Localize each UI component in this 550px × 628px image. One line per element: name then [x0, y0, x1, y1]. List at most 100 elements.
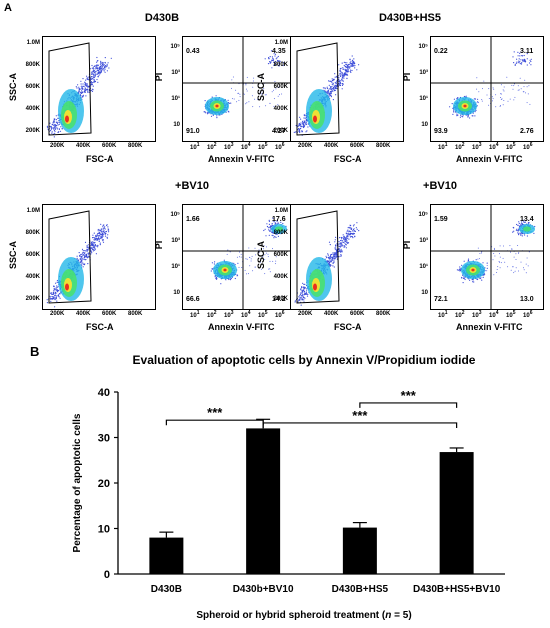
tick-base: 10 [241, 145, 248, 151]
y-tick-label: 40 [98, 387, 110, 399]
tick-exponent: 2 [461, 310, 465, 316]
plot-title: +BV10 [175, 180, 209, 192]
tick-exponent: 5 [512, 142, 516, 148]
x-tick-label: 800K [376, 311, 391, 317]
tick-exponent: 3 [478, 142, 482, 148]
tick-base: 10 [455, 145, 462, 151]
annexin-pi-density [183, 205, 295, 309]
x-tick-label: 600K [102, 143, 117, 149]
y-tick-label: 10¹ [171, 96, 180, 102]
tick-base: 10 [438, 145, 445, 151]
x-tick-label: 104 [489, 310, 498, 319]
tick-base: 10 [224, 313, 231, 319]
y-tick-label: 200K [25, 296, 40, 302]
y-tick-label: 600K [25, 252, 40, 258]
fsc-ssc-density [294, 210, 360, 306]
y-tick-label: 1.0M [26, 40, 40, 46]
fsc-ssc-density [46, 42, 112, 138]
x-axis-label-part: Spheroid or hybrid spheroid treatment ( [196, 610, 386, 621]
plot-title: +BV10 [423, 180, 457, 192]
annexin-pi-plot [430, 204, 544, 310]
x-axis-label-n: n [385, 610, 391, 621]
y-axis-label: Percentage of apoptotic cells [72, 413, 83, 552]
y-tick-label: 1.0M [274, 208, 288, 214]
x-axis-label-part: = 5) [391, 610, 411, 621]
y-tick-label: 10³ [171, 70, 180, 76]
y-tick-label: 10 [98, 524, 110, 536]
tick-base: 10 [455, 313, 462, 319]
y-tick-label: 10 [173, 122, 180, 128]
y-tick-label: 10¹ [419, 264, 428, 270]
fsc-ssc-density [293, 42, 360, 136]
quadrant-upper-left-value: 0.22 [434, 48, 448, 55]
significance-label: *** [352, 408, 368, 423]
chart-title: Evaluation of apoptotic cells by Annexin… [133, 353, 476, 367]
apoptosis-bar-chart: Evaluation of apoptotic cells by Annexin… [72, 353, 505, 621]
x-tick-label: 800K [128, 143, 143, 149]
tick-base: 10 [258, 145, 265, 151]
x-axis-label: FSC-A [334, 154, 362, 164]
tick-exponent: 3 [478, 310, 482, 316]
tick-base: 10 [472, 145, 479, 151]
tick-exponent: 5 [512, 310, 516, 316]
tick-base: 10 [241, 313, 248, 319]
plot-title: D430B [144, 12, 180, 24]
y-tick-label: 10³ [171, 238, 180, 244]
x-tick-label: 101 [438, 310, 447, 319]
tick-exponent: 3 [230, 310, 234, 316]
tick-base: 10 [275, 145, 282, 151]
tick-base: 10 [489, 145, 496, 151]
tick-base: 10 [207, 145, 214, 151]
tick-base: 10 [190, 313, 197, 319]
tick-exponent: 6 [529, 310, 533, 316]
y-axis-label: PI [154, 72, 164, 82]
x-tick-label: 200K [298, 143, 313, 149]
y-tick-label: 600K [273, 252, 288, 258]
tick-base: 10 [258, 313, 265, 319]
x-axis-label: FSC-A [86, 322, 114, 332]
x-tick-label: 103 [472, 310, 481, 319]
x-tick-label: 200K [50, 311, 65, 317]
quadrant-upper-left-value: 1.66 [186, 216, 200, 223]
x-tick-label: 800K [128, 311, 143, 317]
y-tick-label: 10 [173, 290, 180, 296]
fsc-ssc-scatter-plot [290, 204, 404, 310]
x-tick-label: 106 [275, 310, 284, 319]
tick-base: 10 [190, 145, 197, 151]
y-axis-label: PI [402, 240, 412, 250]
x-axis-label: Annexin V-FITC [208, 322, 275, 332]
y-tick-label: 400K [25, 274, 40, 280]
quadrant-upper-left-value: 1.59 [434, 216, 448, 223]
x-tick-label: 101 [190, 142, 199, 151]
tick-base: 10 [506, 145, 513, 151]
tick-exponent: 4 [495, 310, 499, 316]
x-tick-label: 102 [455, 142, 464, 151]
y-tick-label: 10³ [419, 70, 428, 76]
y-axis-label: PI [402, 72, 412, 82]
annexin-pi-density [183, 37, 295, 141]
fsc-ssc-scatter-plot [290, 36, 404, 142]
y-tick-label: 10¹ [419, 96, 428, 102]
x-axis-label: Annexin V-FITC [456, 322, 523, 332]
y-axis-label: SSC-A [256, 241, 266, 270]
y-tick-label: 10⁵ [418, 44, 429, 50]
x-tick-label: 106 [523, 142, 532, 151]
x-axis-label: FSC-A [86, 154, 114, 164]
tick-exponent: 1 [196, 142, 200, 148]
tick-base: 10 [506, 313, 513, 319]
x-axis-label: Annexin V-FITC [456, 154, 523, 164]
x-tick-label: D430B+HS5 [332, 584, 389, 595]
x-tick-label: 105 [506, 142, 515, 151]
y-axis-label: PI [154, 240, 164, 250]
x-tick-label: 106 [275, 142, 284, 151]
annexin-pi-density [431, 37, 543, 141]
y-tick-label: 600K [273, 84, 288, 90]
tick-exponent: 4 [247, 142, 251, 148]
x-tick-label: 600K [350, 143, 365, 149]
y-tick-label: 0 [104, 569, 110, 581]
annexin-pi-plot [182, 36, 296, 142]
x-tick-label: 400K [324, 311, 339, 317]
x-axis-label: Spheroid or hybrid spheroid treatment (n… [196, 610, 411, 621]
y-tick-label: 200K [273, 296, 288, 302]
